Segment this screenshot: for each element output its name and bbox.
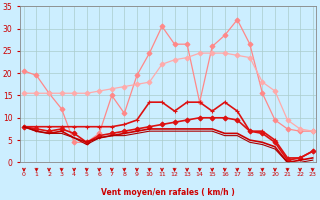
X-axis label: Vent moyen/en rafales ( km/h ): Vent moyen/en rafales ( km/h ) bbox=[101, 188, 235, 197]
